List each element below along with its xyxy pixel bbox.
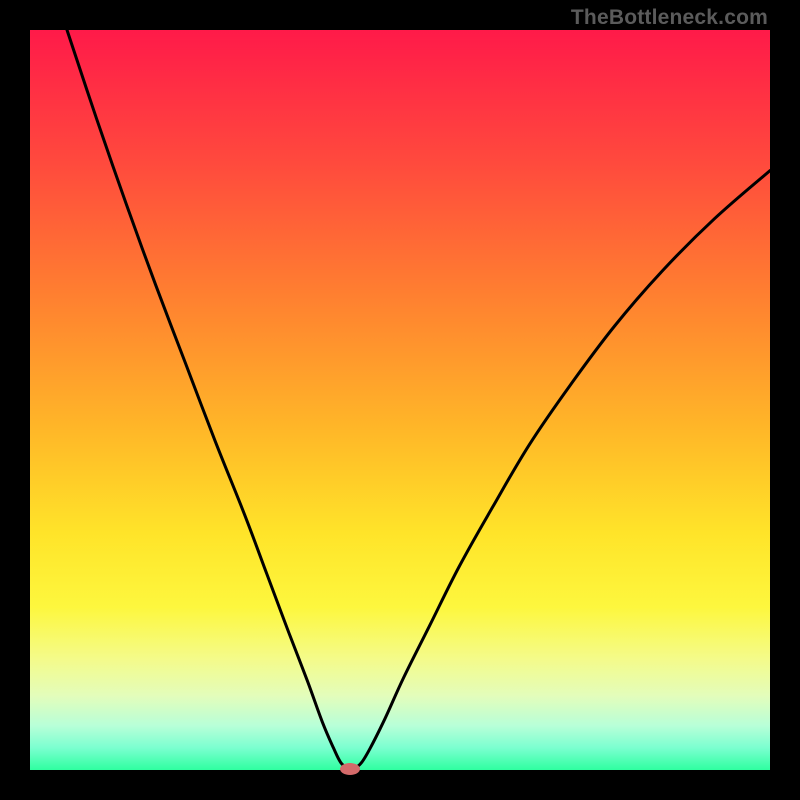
curve-line: [30, 30, 770, 770]
plot-area: [30, 30, 770, 770]
watermark-label: TheBottleneck.com: [571, 6, 768, 30]
bottleneck-marker: [340, 763, 360, 775]
